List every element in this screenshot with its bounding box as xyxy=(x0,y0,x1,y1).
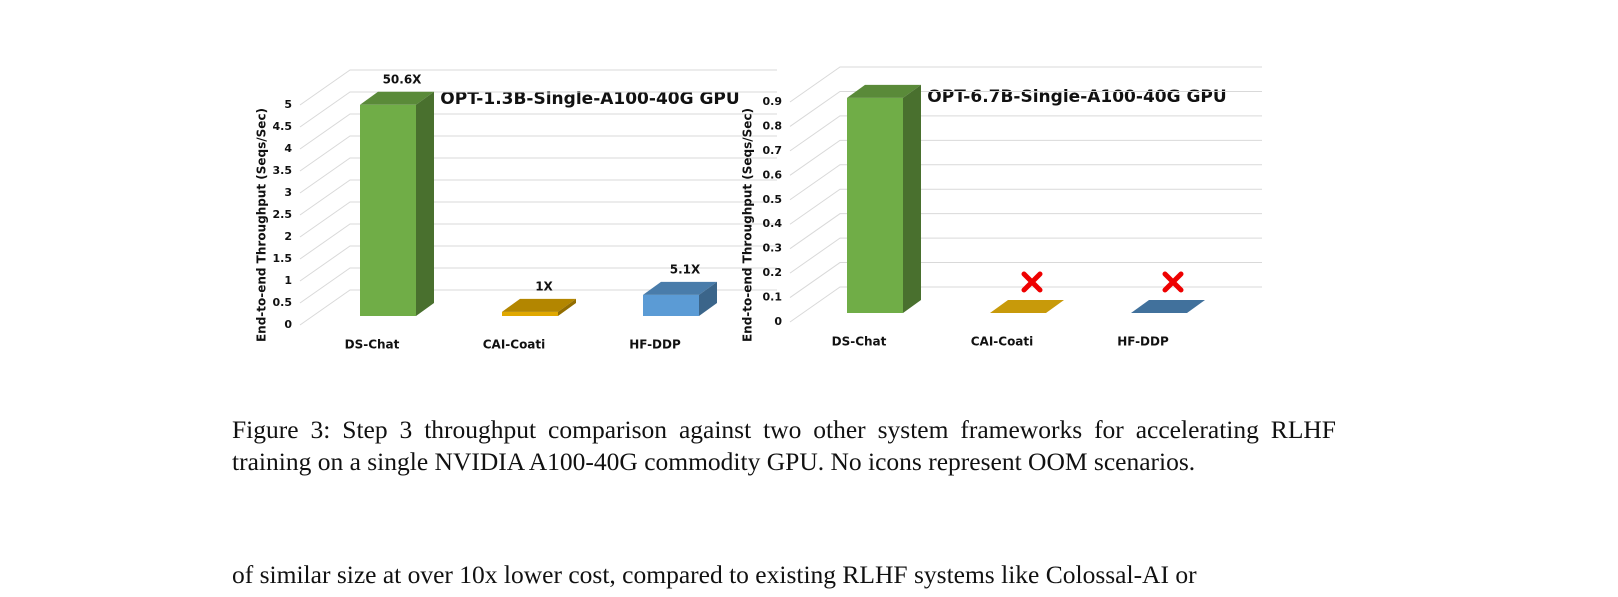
y-tick-label: 0.1 xyxy=(763,291,783,304)
grid-line xyxy=(299,179,777,216)
x-tick-label: CAI-Coati xyxy=(483,338,546,352)
y-tick-label: 5 xyxy=(284,98,292,111)
grid-line xyxy=(299,223,777,260)
y-tick-label: 0.3 xyxy=(763,242,783,255)
y-tick-label: 2 xyxy=(284,230,292,243)
chart-title: OPT-6.7B-Single-A100-40G GPU xyxy=(927,87,1226,107)
bar-face xyxy=(360,91,434,105)
chart-title: OPT-1.3B-Single-A100-40G GPU xyxy=(440,89,739,109)
y-tick-label: 1 xyxy=(284,274,292,287)
bar-face xyxy=(643,294,699,316)
grid-line xyxy=(789,164,1262,201)
grid-line xyxy=(299,135,777,172)
grid-line xyxy=(299,91,777,128)
y-tick-label: 0.8 xyxy=(763,119,783,132)
y-tick-label: 0 xyxy=(284,318,292,331)
data-label: 5.1X xyxy=(670,262,701,276)
bar-face xyxy=(847,84,921,98)
y-tick-label: 4.5 xyxy=(273,120,293,133)
grid-line xyxy=(299,69,777,106)
grid-line xyxy=(299,245,777,282)
bar-face xyxy=(502,311,558,316)
grid-line xyxy=(299,201,777,238)
grid-line xyxy=(789,262,1262,298)
bar-face xyxy=(360,104,416,316)
bar-face xyxy=(558,298,576,316)
grid-line xyxy=(299,289,777,326)
y-tick-label: 3.5 xyxy=(273,164,293,177)
caption: Figure 3: Step 3 throughput comparison a… xyxy=(232,415,1336,476)
oom-base xyxy=(990,300,1064,313)
y-tick-label: 0.6 xyxy=(763,168,783,181)
y-tick-label: 3 xyxy=(284,186,292,199)
bar-face xyxy=(847,97,903,313)
body-text: of similar size at over 10x lower cost, … xyxy=(232,560,1197,589)
y-tick-label: 0.5 xyxy=(273,296,293,309)
x-tick-label: DS-Chat xyxy=(345,338,400,352)
grid-line xyxy=(789,115,1262,152)
grid-line xyxy=(299,267,777,304)
oom-base xyxy=(1131,300,1205,313)
data-label: 1X xyxy=(535,279,553,293)
y-tick-label: 2.5 xyxy=(273,208,293,221)
y-axis-label: End-to-end Throughput (Seqs/Sec) xyxy=(255,108,269,342)
oom-icon xyxy=(1021,271,1043,293)
grid-line xyxy=(789,90,1262,127)
grid-line xyxy=(299,157,777,194)
data-label: 50.6X xyxy=(383,72,423,86)
y-tick-label: 0.2 xyxy=(763,266,783,279)
x-tick-label: DS-Chat xyxy=(832,335,887,349)
grid-line xyxy=(789,139,1262,176)
bar-face xyxy=(502,298,576,312)
y-tick-label: 0.7 xyxy=(763,144,783,157)
y-tick-label: 1.5 xyxy=(273,252,293,265)
grid-line xyxy=(789,213,1262,250)
x-tick-label: CAI-Coati xyxy=(971,335,1034,349)
bar xyxy=(360,91,434,316)
y-axis-label: End-to-end Throughput (Seqs/Sec) xyxy=(741,108,755,342)
oom-icon xyxy=(1162,271,1184,293)
grid-line xyxy=(789,66,1262,103)
bar-face xyxy=(903,84,921,313)
grid-line xyxy=(789,237,1262,274)
grid-line xyxy=(299,113,777,150)
grid-line xyxy=(789,188,1262,225)
bar-face xyxy=(643,281,717,295)
y-tick-label: 0 xyxy=(774,315,782,328)
y-tick-label: 0.4 xyxy=(763,217,783,230)
bar xyxy=(502,298,576,316)
y-tick-label: 0.9 xyxy=(763,95,783,108)
bar xyxy=(847,84,921,313)
y-tick-label: 0.5 xyxy=(763,193,783,206)
bar-face xyxy=(416,91,434,316)
x-tick-label: HF-DDP xyxy=(1117,335,1169,349)
y-tick-label: 4 xyxy=(284,142,292,155)
grid-line xyxy=(789,286,1262,323)
bar xyxy=(643,281,717,316)
bar-face xyxy=(699,281,717,316)
x-tick-label: HF-DDP xyxy=(629,338,681,352)
